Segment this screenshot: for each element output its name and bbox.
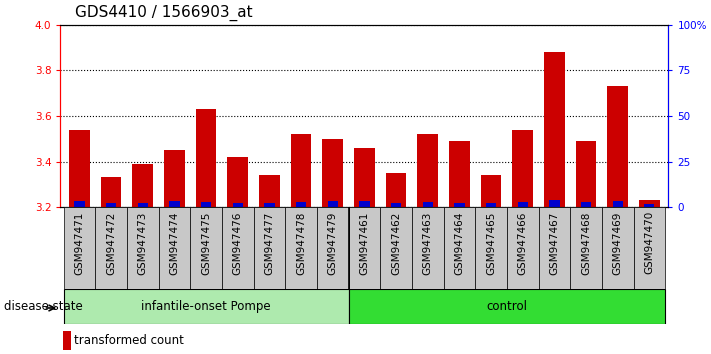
Bar [570,207,602,289]
Text: GSM947470: GSM947470 [644,211,654,274]
Bar [259,175,279,207]
Bar [639,200,660,207]
Bar [417,134,438,207]
Text: GSM947469: GSM947469 [613,211,623,275]
Bar [449,141,470,207]
Text: GSM947465: GSM947465 [486,211,496,275]
Bar [380,207,412,289]
Bar [254,207,285,289]
Text: GSM947477: GSM947477 [264,211,274,275]
Bar [412,207,444,289]
Text: GDS4410 / 1566903_at: GDS4410 / 1566903_at [75,5,252,21]
Bar [63,331,71,350]
Bar [322,139,343,207]
Bar [518,202,528,207]
Bar [106,204,116,207]
Bar [74,201,85,207]
Bar [296,202,306,207]
Bar [127,207,159,289]
Text: GSM947464: GSM947464 [454,211,464,275]
Text: GSM947461: GSM947461 [359,211,370,275]
Text: GSM947463: GSM947463 [423,211,433,275]
Bar [581,202,591,207]
Bar [95,207,127,289]
Bar [513,130,533,207]
Bar [544,52,565,207]
Bar [602,207,634,289]
Bar [232,203,243,207]
Bar [644,204,655,207]
Text: GSM947479: GSM947479 [328,211,338,275]
Bar [132,164,153,207]
Bar [422,202,433,207]
Bar [348,207,380,289]
Bar [454,203,464,207]
Bar [317,207,348,289]
Bar [475,207,507,289]
Bar [159,207,191,289]
Bar [486,204,496,207]
Bar [444,207,475,289]
Bar [549,200,560,207]
Text: control: control [486,300,528,313]
Bar [607,86,628,207]
Bar [291,134,311,207]
Bar [69,130,90,207]
Bar [507,207,538,289]
Bar [285,207,317,289]
Text: infantile-onset Pompe: infantile-onset Pompe [141,300,271,313]
Text: transformed count: transformed count [74,334,184,347]
Text: GSM947462: GSM947462 [391,211,401,275]
Text: disease state: disease state [4,300,82,313]
Text: GSM947475: GSM947475 [201,211,211,275]
Bar [264,203,274,207]
Bar [222,207,254,289]
Bar [138,203,148,207]
Bar [613,201,623,207]
Bar [196,109,216,207]
Bar [354,148,375,207]
Bar [481,175,501,207]
Text: GSM947467: GSM947467 [550,211,560,275]
Text: GSM947474: GSM947474 [169,211,179,275]
Text: GSM947471: GSM947471 [75,211,85,275]
Bar [63,207,95,289]
Bar [228,157,248,207]
Bar [348,289,665,324]
Text: GSM947478: GSM947478 [296,211,306,275]
Bar [169,201,180,207]
Bar [63,289,348,324]
Bar [386,173,407,207]
Bar [191,207,222,289]
Text: GSM947473: GSM947473 [138,211,148,275]
Bar [101,177,122,207]
Text: GSM947466: GSM947466 [518,211,528,275]
Bar [359,201,370,207]
Bar [391,204,401,207]
Bar [328,201,338,207]
Text: GSM947468: GSM947468 [581,211,591,275]
Bar [576,141,597,207]
Bar [201,202,211,207]
Bar [634,207,665,289]
Text: GSM947476: GSM947476 [232,211,242,275]
Bar [538,207,570,289]
Text: GSM947472: GSM947472 [106,211,116,275]
Bar [164,150,185,207]
